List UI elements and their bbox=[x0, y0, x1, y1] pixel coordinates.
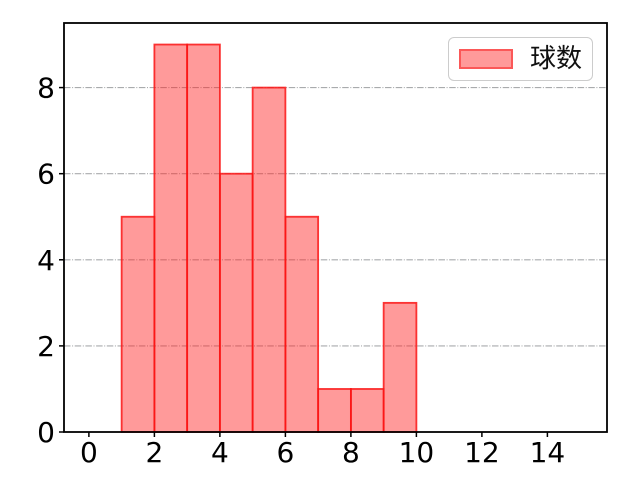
y-tick-label-2: 2 bbox=[37, 330, 55, 363]
x-tick-label-10: 10 bbox=[399, 436, 435, 469]
plot-border bbox=[63, 22, 608, 433]
x-tick-label-14: 14 bbox=[530, 436, 566, 469]
x-tick-label-8: 8 bbox=[342, 436, 360, 469]
x-tick-label-4: 4 bbox=[211, 436, 229, 469]
legend: 球数 bbox=[448, 37, 593, 81]
bar-bin-3-4 bbox=[186, 43, 221, 433]
bar-bin-4-5 bbox=[218, 172, 254, 433]
y-tick-label-4: 4 bbox=[37, 244, 55, 277]
x-tick-label-0: 0 bbox=[80, 436, 98, 469]
bar-bin-6-7 bbox=[284, 215, 320, 433]
bar-bin-5-6 bbox=[251, 86, 287, 433]
bar-bin-2-3 bbox=[153, 43, 189, 433]
x-tick-label-2: 2 bbox=[145, 436, 163, 469]
legend-swatch bbox=[459, 49, 513, 69]
bar-bin-7-8 bbox=[317, 388, 352, 433]
bar-bin-1-2 bbox=[120, 215, 156, 433]
bar-bin-8-9 bbox=[349, 388, 385, 433]
y-tick-label-0: 0 bbox=[37, 416, 55, 449]
legend-label: 球数 bbox=[530, 44, 583, 74]
x-tick-label-6: 6 bbox=[276, 436, 294, 469]
bar-bin-9-10 bbox=[382, 301, 418, 433]
x-tick-label-12: 12 bbox=[464, 436, 500, 469]
y-tick-label-6: 6 bbox=[37, 158, 55, 191]
y-tick-label-8: 8 bbox=[37, 72, 55, 105]
